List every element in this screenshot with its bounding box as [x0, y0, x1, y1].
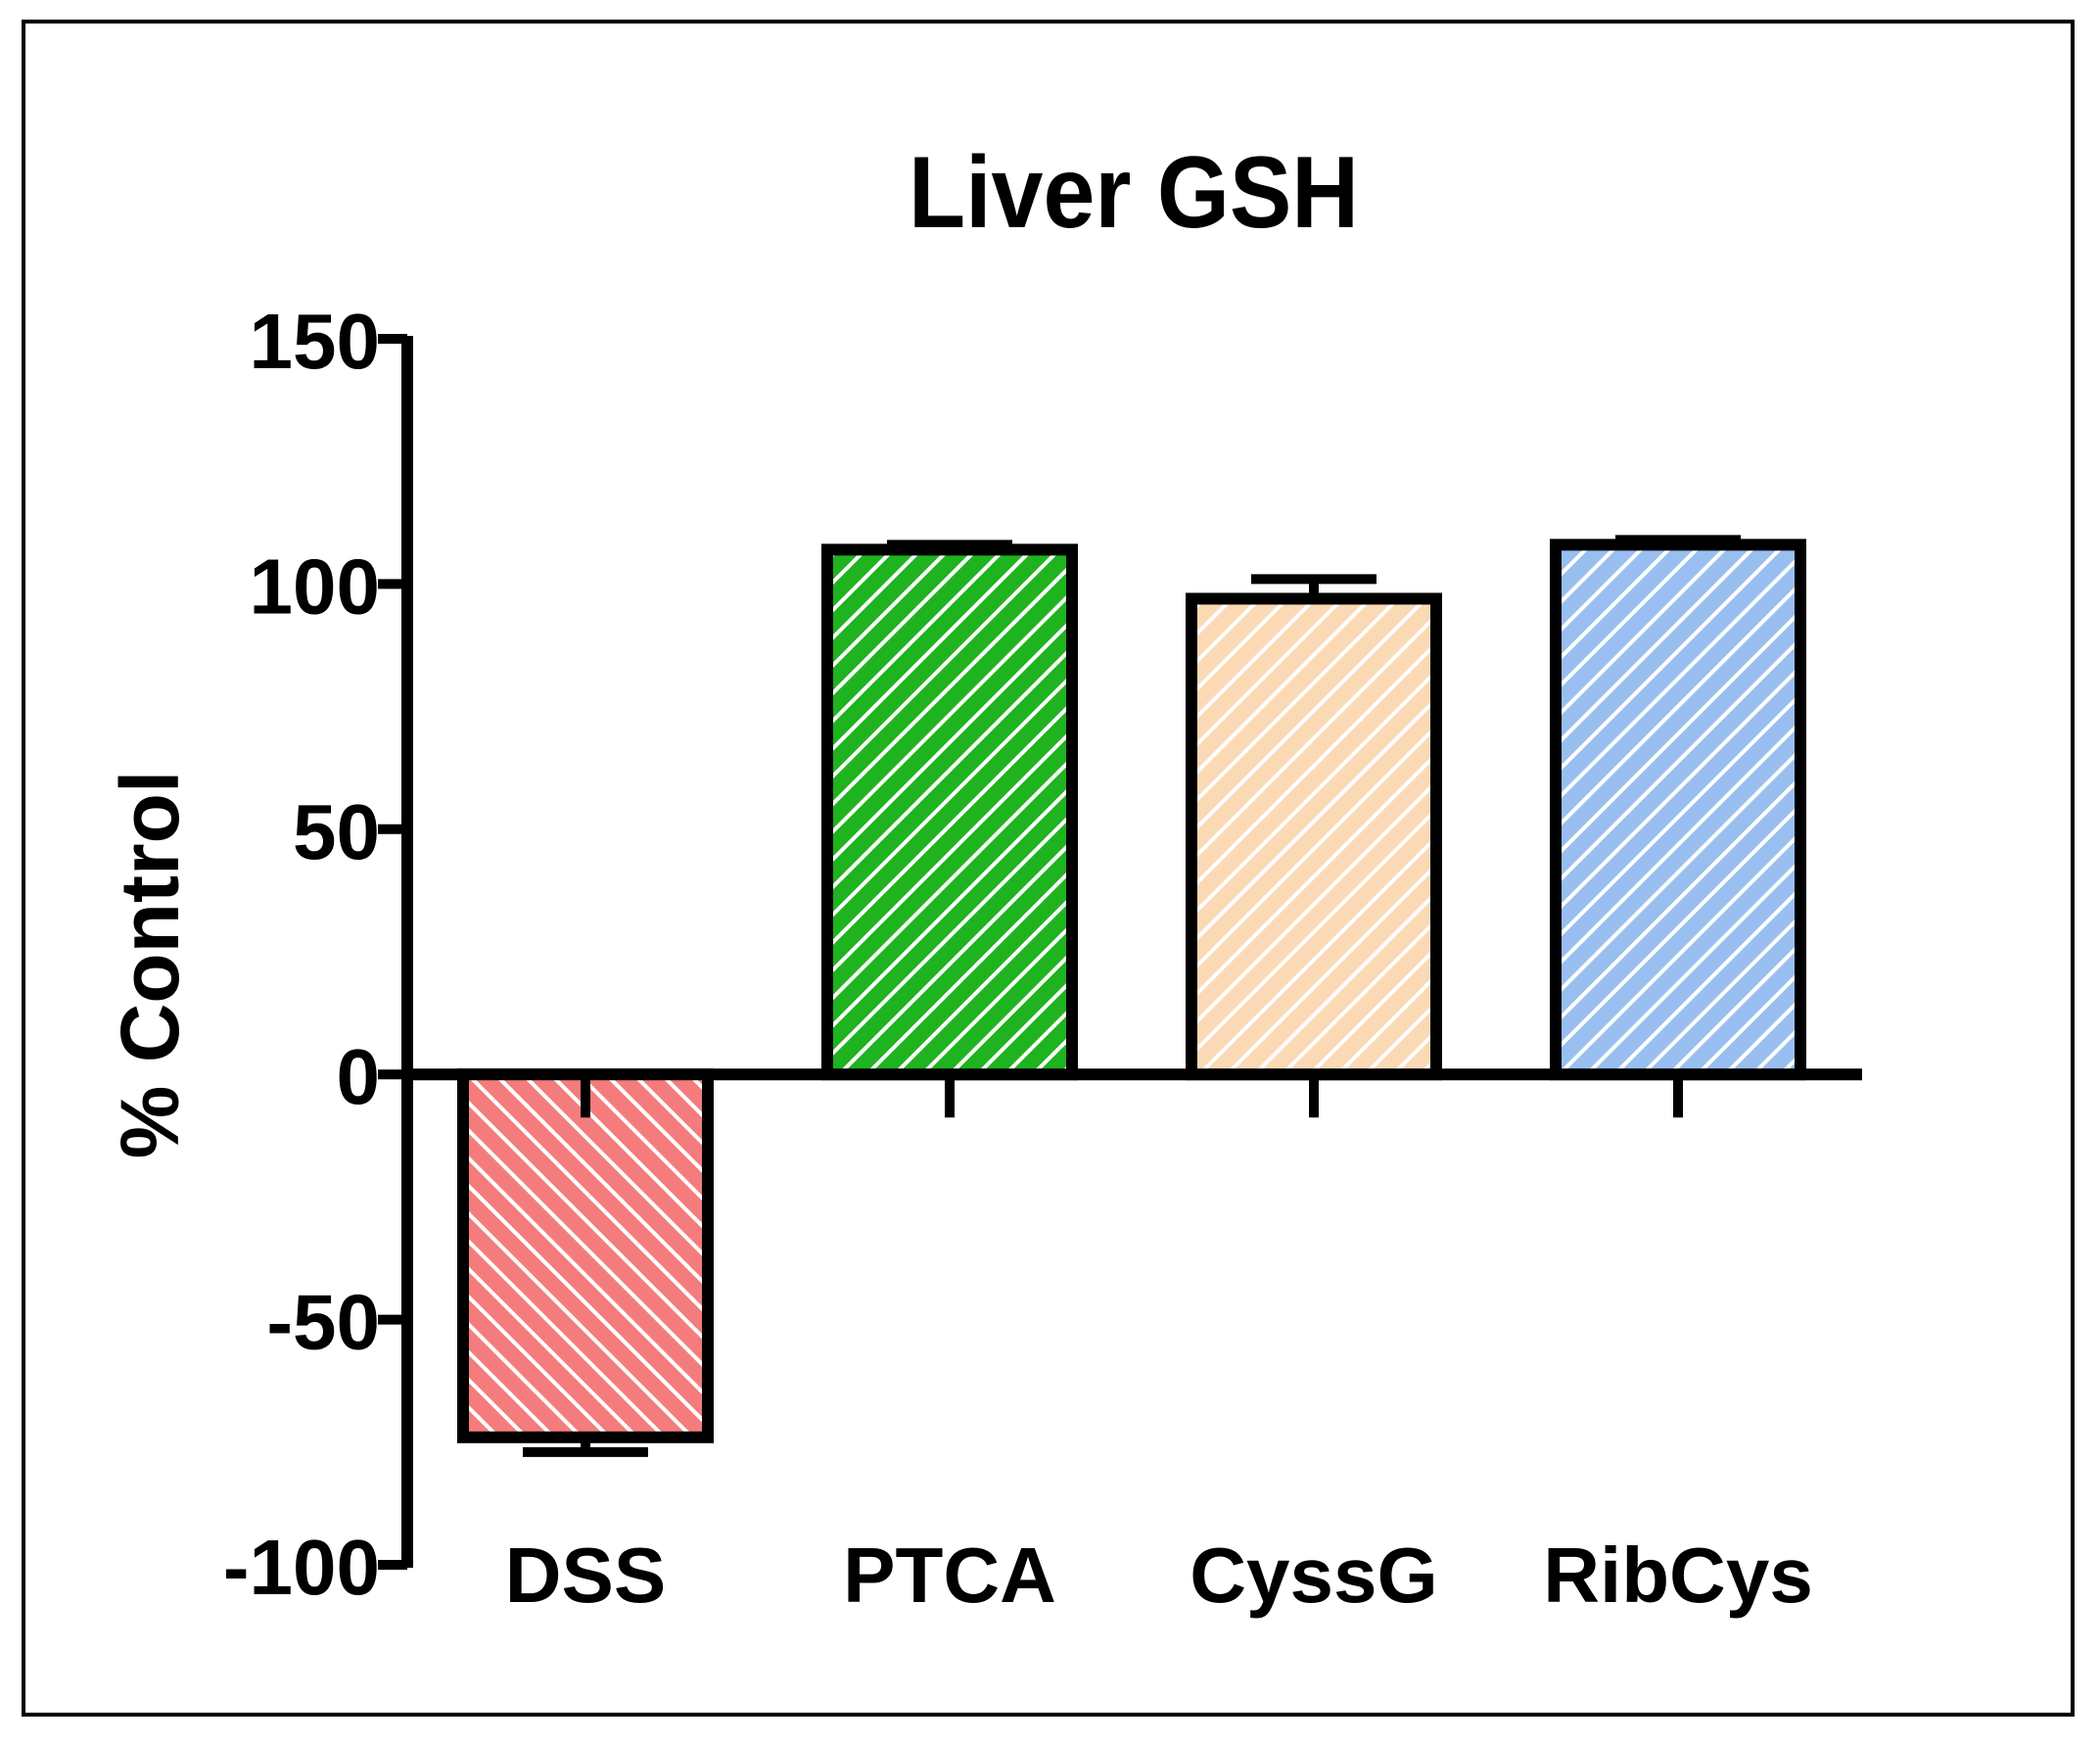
y-tick-label: -100: [223, 1524, 380, 1611]
x-tick-label: DSS: [505, 1532, 667, 1619]
x-tick-label: CyssG: [1190, 1532, 1437, 1619]
bar-ribcys: [1550, 539, 1806, 1081]
y-tick-label: 0: [337, 1033, 381, 1120]
x-ticks: DSS PTCA CyssG RibCys: [505, 1074, 1813, 1619]
y-axis-label: % Control: [104, 771, 196, 1159]
chart-title: Liver GSH: [909, 136, 1359, 250]
bar-dss: [457, 1068, 714, 1443]
y-tick-label: 150: [250, 298, 380, 385]
x-tick-label: RibCys: [1543, 1532, 1813, 1619]
bars: [457, 535, 1806, 1457]
y-tick-label: -50: [266, 1279, 380, 1366]
bar-ptca: [821, 543, 1078, 1081]
y-tick-label: 100: [250, 542, 380, 630]
y-ticks: -100 -50 0 50 100 150: [223, 298, 407, 1611]
y-tick-label: 50: [293, 788, 380, 875]
bar-cyssg: [1186, 592, 1442, 1081]
x-tick-label: PTCA: [843, 1532, 1056, 1619]
